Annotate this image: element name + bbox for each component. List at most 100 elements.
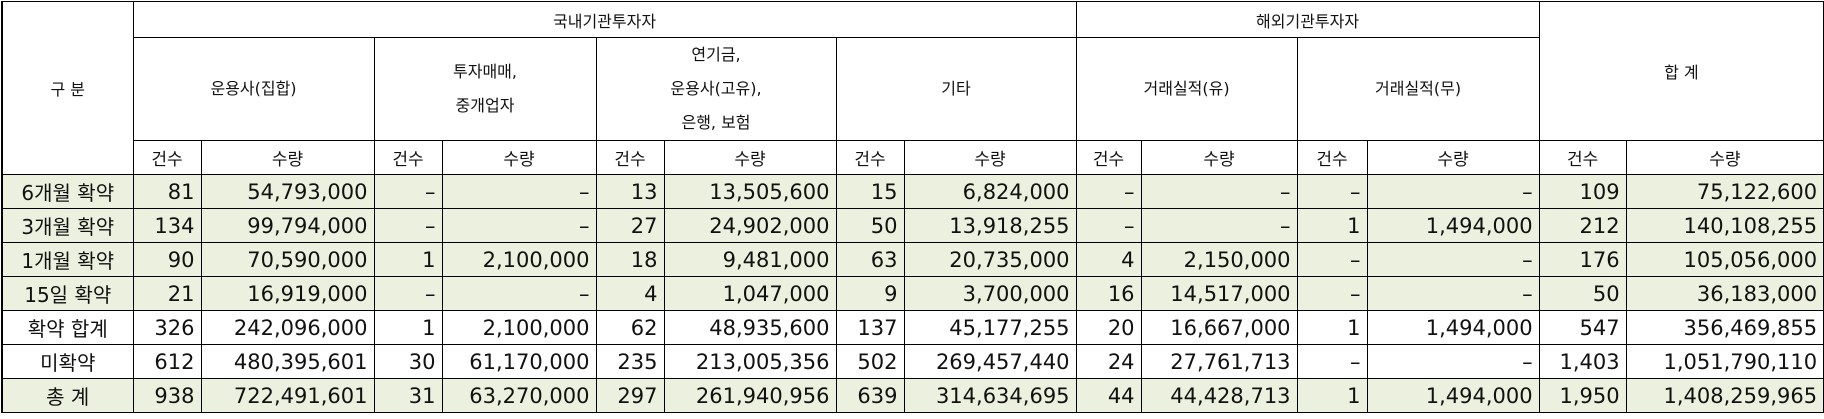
count-cell: 1 [373, 310, 443, 345]
header-broker-dealer: 투자매매, 중개업자 [373, 37, 597, 141]
quantity-cell: 213,005,356 [663, 344, 837, 379]
quantity-cell: 99,794,000 [200, 208, 375, 243]
table-row: 6개월 확약 81 54,793,000– –13 13,505,600 15 6,824,… [1, 174, 1824, 209]
count-cell: 13 [595, 174, 665, 209]
row-label: 15일 확약 [1, 276, 134, 311]
table-row: 1개월 확약 90 70,590,000 1 2,100,000 18 9,481,000 6… [1, 242, 1824, 277]
quantity-cell: 269,457,440 [903, 344, 1077, 379]
count-cell: 176 [1538, 242, 1627, 277]
count-cell: – [1296, 276, 1368, 311]
quantity-cell: 9,481,000 [663, 242, 837, 277]
quantity-cell: 27,761,713 [1140, 344, 1298, 379]
count-cell: – [1075, 208, 1142, 243]
quantity-cell: – [1140, 174, 1298, 209]
count-cell: 1 [373, 242, 443, 277]
count-cell: 1 [1296, 378, 1368, 413]
header-pension-line2: 운용사(고유), [670, 79, 762, 98]
count-cell: 16 [1075, 276, 1142, 311]
header-pension-line1: 연기금, [691, 45, 741, 64]
count-cell: 297 [595, 378, 665, 413]
quantity-cell: 140,108,255 [1625, 208, 1824, 243]
row-label: 3개월 확약 [1, 208, 134, 243]
quantity-cell: 16,667,000 [1140, 310, 1298, 345]
header-domestic-investors: 국내기관투자자 [132, 1, 1077, 38]
count-cell: – [1296, 242, 1368, 277]
quantity-cell: 16,919,000 [200, 276, 375, 311]
count-cell: 938 [132, 378, 202, 413]
quantity-cell: – [1366, 242, 1540, 277]
row-label: 1개월 확약 [1, 242, 134, 277]
header-pension-line3: 은행, 보험 [681, 113, 751, 132]
count-cell: 109 [1538, 174, 1627, 209]
quantity-cell: 45,177,255 [903, 310, 1077, 345]
quantity-cell: 14,517,000 [1140, 276, 1298, 311]
count-cell: 15 [835, 174, 905, 209]
count-cell: 9 [835, 276, 905, 311]
quantity-cell: 356,469,855 [1625, 310, 1824, 345]
col-qty-header: 수량 [1625, 140, 1824, 175]
quantity-cell: 480,395,601 [200, 344, 375, 379]
quantity-cell: – [1366, 344, 1540, 379]
quantity-cell: 36,183,000 [1625, 276, 1824, 311]
col-count-header: 건수 [132, 140, 202, 175]
quantity-cell: 2,150,000 [1140, 242, 1298, 277]
col-count-header: 건수 [1538, 140, 1627, 175]
quantity-cell: 3,700,000 [903, 276, 1077, 311]
table-row: 미확약 612 480,395,601 30 61,170,000 235 213,005,… [1, 344, 1824, 379]
count-cell: – [373, 208, 443, 243]
count-cell: 547 [1538, 310, 1627, 345]
header-broker-line1: 투자매매, [453, 62, 517, 81]
quantity-cell: 1,494,000 [1366, 310, 1540, 345]
col-qty-header: 수량 [903, 140, 1077, 175]
quantity-cell: 20,735,000 [903, 242, 1077, 277]
count-cell: 27 [595, 208, 665, 243]
quantity-cell: 1,051,790,110 [1625, 344, 1824, 379]
quantity-cell: 6,824,000 [903, 174, 1077, 209]
col-count-header: 건수 [1075, 140, 1142, 175]
table-body: 6개월 확약 81 54,793,000– –13 13,505,600 15 6,824,… [1, 174, 1824, 413]
count-cell: – [1296, 344, 1368, 379]
header-foreign-investors: 해외기관투자자 [1075, 1, 1540, 38]
count-cell: 30 [373, 344, 443, 379]
quantity-cell: 261,940,956 [663, 378, 837, 413]
quantity-cell: 1,494,000 [1366, 208, 1540, 243]
quantity-cell: 722,491,601 [200, 378, 375, 413]
header-foreign-with-record: 거래실적(유) [1075, 37, 1298, 141]
col-qty-header: 수량 [663, 140, 837, 175]
count-cell: 81 [132, 174, 202, 209]
count-cell: 502 [835, 344, 905, 379]
count-cell: 137 [835, 310, 905, 345]
quantity-cell: – [1366, 174, 1540, 209]
quantity-cell: 1,408,259,965 [1625, 378, 1824, 413]
quantity-cell: 13,505,600 [663, 174, 837, 209]
count-cell: – [373, 174, 443, 209]
count-cell: 1,403 [1538, 344, 1627, 379]
col-count-header: 건수 [1296, 140, 1368, 175]
row-label: 미확약 [1, 344, 134, 379]
quantity-cell: 48,935,600 [663, 310, 837, 345]
quantity-cell: 314,634,695 [903, 378, 1077, 413]
count-cell: 62 [595, 310, 665, 345]
table-row: 확약 합계 326 242,096,000 1 2,100,000 62 48,935,60… [1, 310, 1824, 345]
row-label: 확약 합계 [1, 310, 134, 345]
header-total: 합 계 [1538, 1, 1824, 141]
count-cell: 212 [1538, 208, 1627, 243]
count-cell: 31 [373, 378, 443, 413]
header-foreign-without-record: 거래실적(무) [1296, 37, 1540, 141]
quantity-cell: 63,270,000 [441, 378, 597, 413]
count-cell: 18 [595, 242, 665, 277]
quantity-cell: – [441, 276, 597, 311]
count-cell: – [1296, 174, 1368, 209]
count-cell: 235 [595, 344, 665, 379]
col-qty-header: 수량 [441, 140, 597, 175]
quantity-cell: 54,793,000 [200, 174, 375, 209]
quantity-cell: 24,902,000 [663, 208, 837, 243]
count-cell: 21 [132, 276, 202, 311]
col-count-header: 건수 [373, 140, 443, 175]
count-cell: 639 [835, 378, 905, 413]
count-cell: – [1075, 174, 1142, 209]
count-cell: 63 [835, 242, 905, 277]
quantity-cell: 1,494,000 [1366, 378, 1540, 413]
table-row: 15일 확약 21 16,919,000– –4 1,047,000 9 3,700,000… [1, 276, 1824, 311]
